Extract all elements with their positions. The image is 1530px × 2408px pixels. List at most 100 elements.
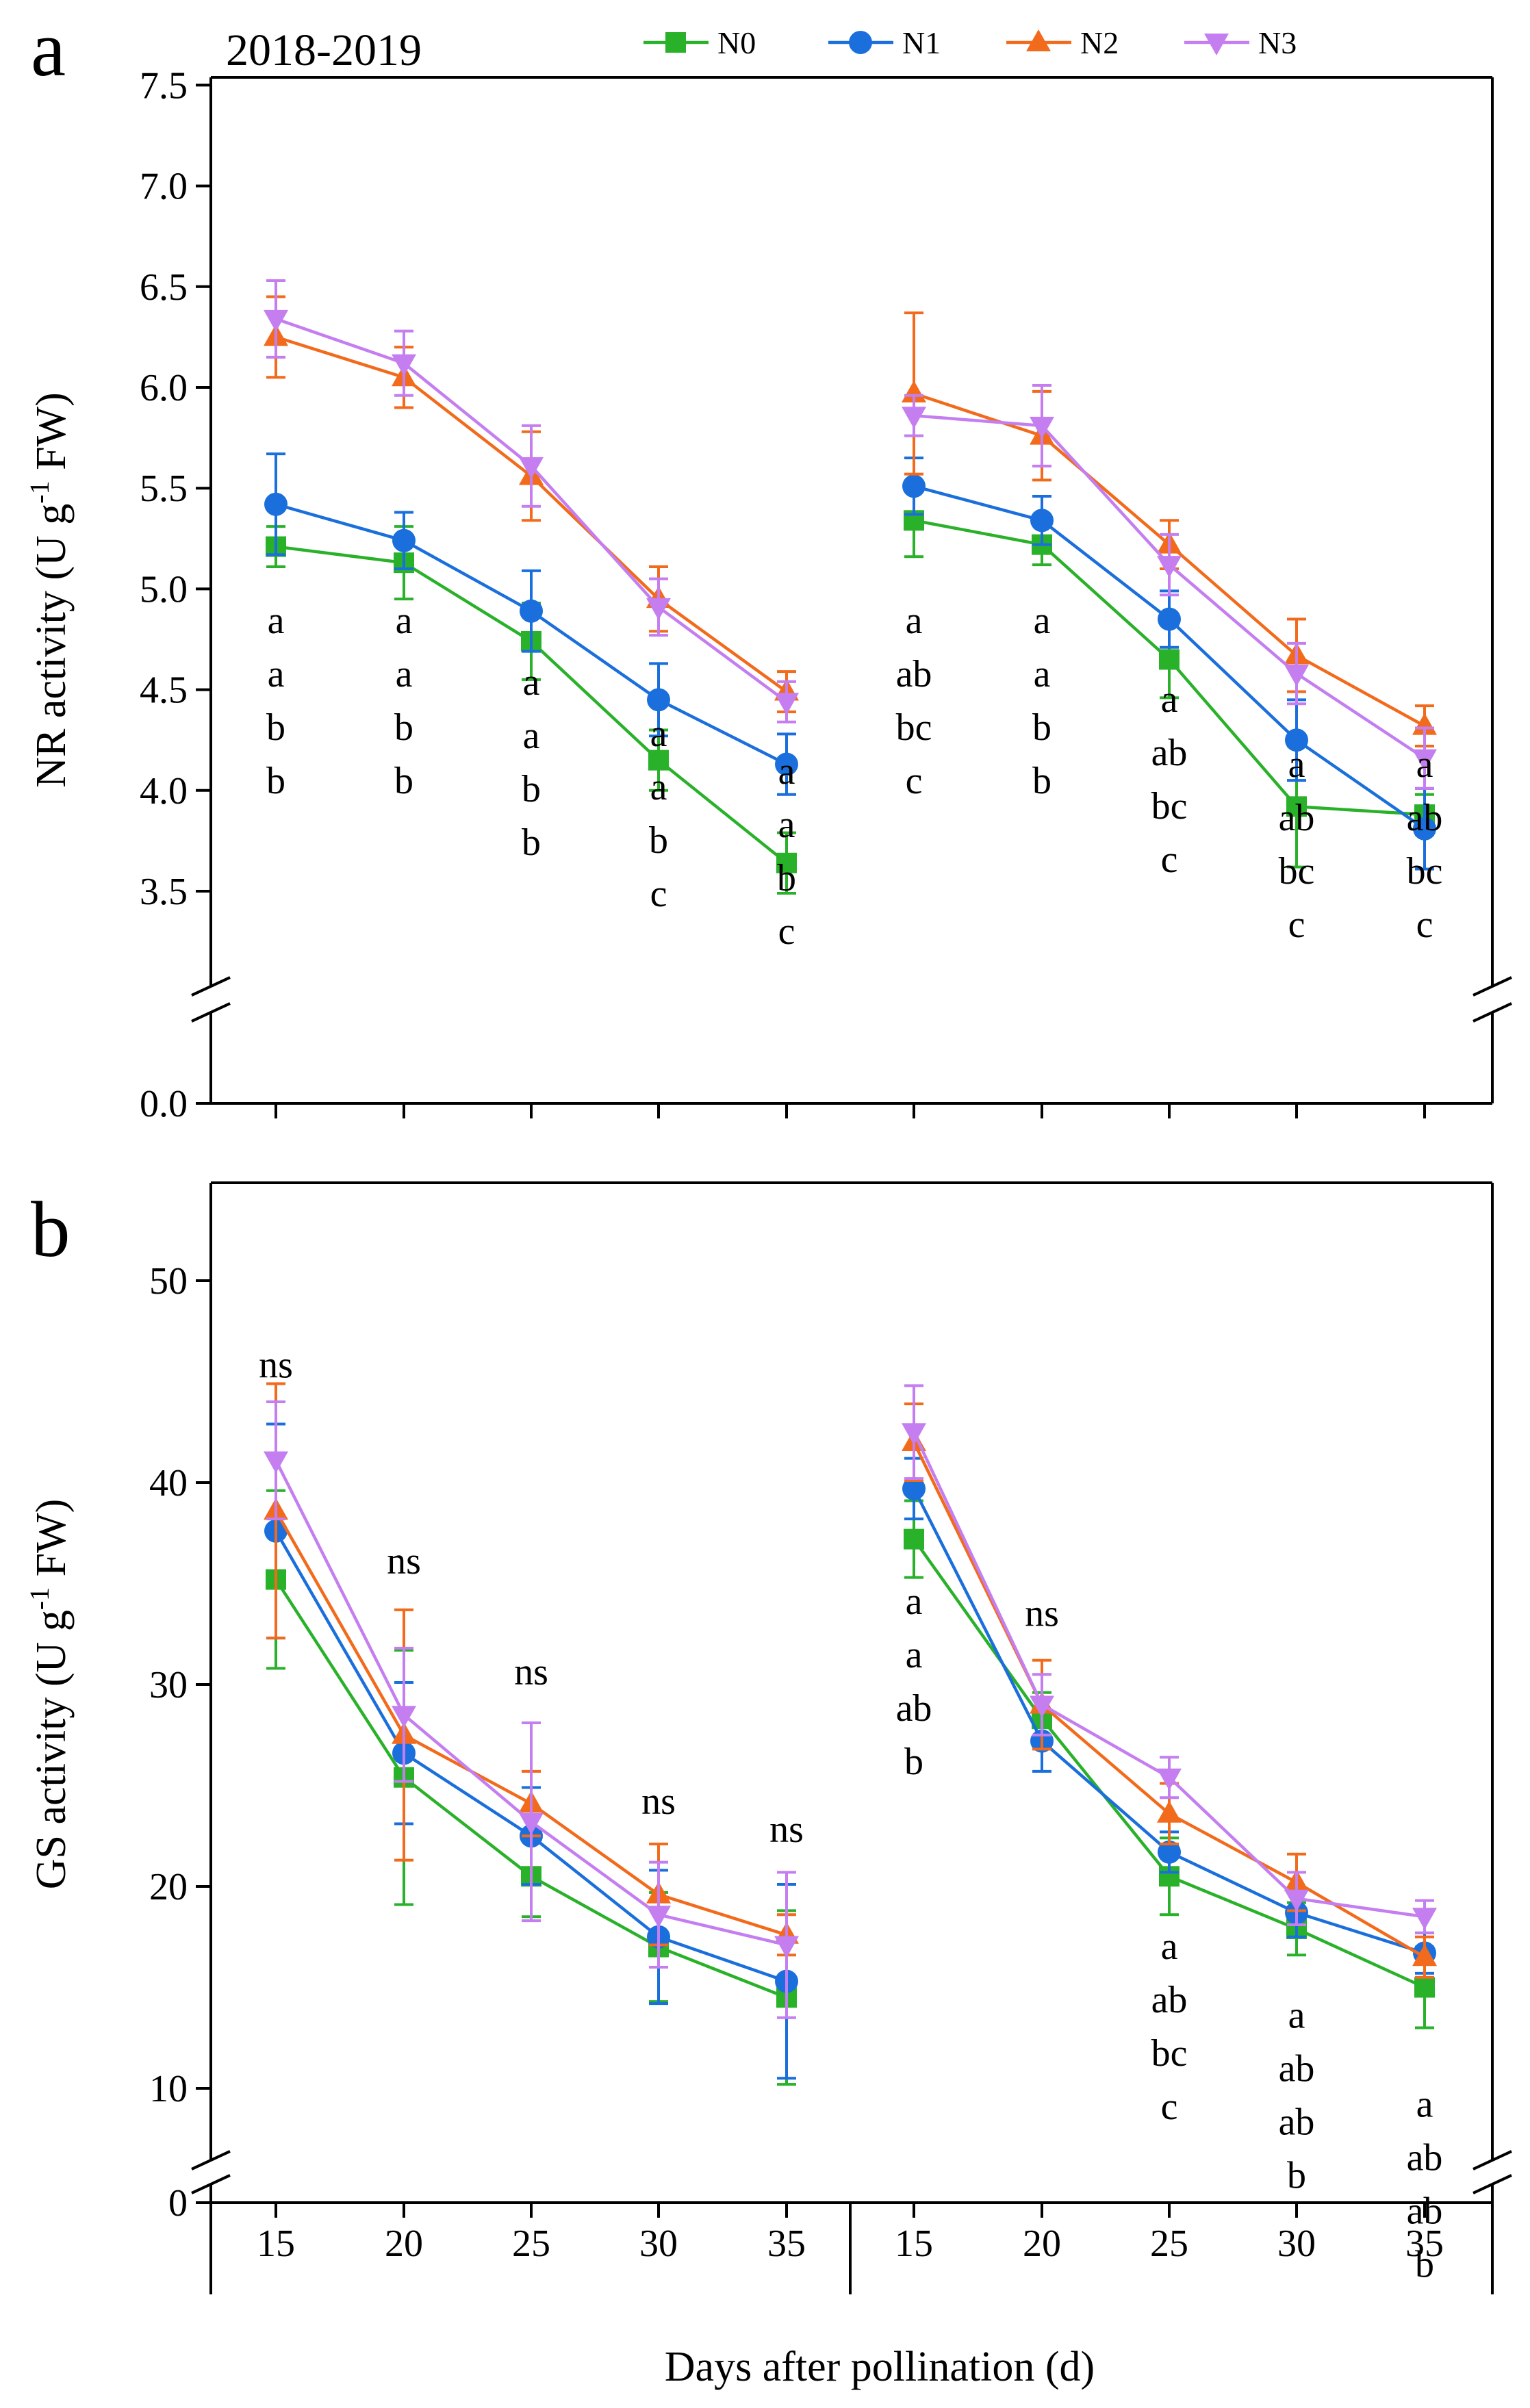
- panel-a-point-N1: [902, 474, 926, 498]
- panel-a-significance-letter: c: [1288, 904, 1305, 946]
- panel-b-point-N2: [1157, 1800, 1182, 1823]
- panel-a-significance-letter: a: [268, 600, 285, 642]
- x-tick-label: 30: [639, 2223, 678, 2265]
- text-layer: 0.0 3.5 4.0 4.5 5.0 5.5 6.0 6.5 7.0 7.5 NR activit…: [24, 5, 1444, 2390]
- panel-a-point-N3: [646, 598, 671, 620]
- panel-a-series-N0: [266, 483, 1435, 895]
- panel-a-significance-letter: a: [1034, 600, 1051, 642]
- panel-a-point-N1: [1285, 728, 1308, 752]
- panel-a-point-N1: [392, 528, 416, 552]
- panel-b-point-N3: [1412, 1908, 1437, 1930]
- panel-b-series-N1: [264, 1422, 1436, 2080]
- x-tick-label: 30: [1277, 2223, 1316, 2265]
- panel-a-y-tick-label: 6.0: [140, 367, 188, 409]
- panel-b-y-title-main: GS activity (U g: [28, 1610, 75, 1889]
- panel-a-point-N3: [1284, 665, 1309, 687]
- panel-a-significance-letter: c: [1416, 904, 1433, 946]
- panel-a-significance-letter: a: [1416, 743, 1433, 786]
- panel-b-significance-letter: a: [1288, 1995, 1305, 2037]
- panel-b-y-title-end: FW): [28, 1499, 75, 1587]
- panel-a-axes: [191, 76, 1512, 1118]
- panel-a-point-N1: [520, 599, 543, 623]
- panel-a-point-N3: [1412, 749, 1437, 771]
- panel-b-significance-letter: ns: [387, 1540, 421, 1583]
- panel-b-significance-letter: ab: [1407, 2190, 1443, 2232]
- panel-b-significance-letter: ns: [641, 1780, 676, 1823]
- panel-b-break-mark: [191, 2150, 231, 2170]
- panel-b-significance-letter: bc: [1151, 2032, 1188, 2075]
- panel-a-significance-letter: a: [1288, 743, 1305, 786]
- panel-b-point-N2: [1412, 1944, 1437, 1967]
- panel-a-significance-letter: a: [1034, 653, 1051, 695]
- legend-label-N0: N0: [717, 25, 756, 60]
- panel-b-series-N0: [266, 1489, 1435, 2086]
- panel-b-significance-letter: b: [904, 1741, 923, 1783]
- panel-a-y-tick-label: 5.0: [140, 568, 188, 611]
- panel-a-point-N1: [264, 492, 288, 516]
- year-label: 2018-2019: [226, 25, 422, 75]
- panel-b-label: b: [31, 1186, 71, 1273]
- x-tick-label: 35: [1405, 2223, 1444, 2265]
- panel-a-significance-letter: b: [266, 706, 285, 749]
- panel-a-significance-letter: a: [906, 600, 923, 642]
- panel-b-y-tick-label: 10: [149, 2068, 188, 2110]
- panel-a-point-N1: [1030, 509, 1054, 533]
- panel-a-point-N3: [392, 354, 416, 376]
- panel-a-significance-letter: ab: [1151, 732, 1188, 774]
- panel-a-significance-letter: b: [1032, 760, 1051, 802]
- panel-a-significance-letter: a: [778, 804, 795, 846]
- panel-b-series-N2: [264, 1382, 1437, 1979]
- panel-b-significance-letter: ab: [896, 1687, 932, 1730]
- panel-b-point-N3: [1030, 1695, 1054, 1718]
- panel-b-significance-letter: b: [1287, 2155, 1306, 2197]
- panel-b-break-mark: [1472, 2150, 1512, 2170]
- panel-a-y-tick-label: 3.5: [140, 871, 188, 913]
- panel-a-y-tick-label: 6.5: [140, 266, 188, 309]
- legend-label-N1: N1: [902, 25, 941, 60]
- legend-marker-N3: [1204, 34, 1229, 55]
- panel-b-point-N1: [1158, 1840, 1181, 1864]
- panel-b-y-tick-label: 20: [149, 1866, 188, 1908]
- panel-a-significance-letter: a: [650, 766, 667, 808]
- panel-a-point-N0: [1286, 796, 1307, 817]
- panel-a-significance-letter: a: [778, 750, 795, 793]
- panel-a-point-N1: [775, 752, 798, 776]
- panel-b-point-N3: [774, 1936, 799, 1958]
- panel-a-point-N0: [648, 750, 669, 771]
- panel-b-point-N3: [902, 1423, 926, 1446]
- panel-a-point-N3: [1030, 416, 1054, 439]
- panel-a-break-mark: [1472, 976, 1512, 997]
- panel-b-data: [264, 1382, 1437, 2086]
- panel-a-point-N3: [264, 309, 288, 332]
- panel-b-point-N1: [902, 1476, 926, 1500]
- panel-a-break-mark: [191, 1002, 231, 1023]
- panel-b-significance-letter: c: [1161, 2086, 1178, 2128]
- panel-b-y-tick-label: 30: [149, 1664, 188, 1706]
- panel-b-y-title-sup: -1: [24, 1587, 55, 1610]
- panel-b-point-N3: [264, 1451, 288, 1474]
- panel-b-text: 0 10 20 30 40 50 GS activity (U g-1 FW) b ns ns ns…: [24, 1186, 1442, 2285]
- panel-b-significance-letter: ab: [1279, 2101, 1315, 2144]
- panel-a-significance-letter: b: [266, 760, 285, 802]
- panel-a-significance-letter: c: [778, 910, 795, 953]
- legend-label-N3: N3: [1258, 25, 1297, 60]
- panel-a-text: 0.0 3.5 4.0 4.5 5.0 5.5 6.0 6.5 7.0 7.5 NR activit…: [24, 5, 1442, 1125]
- panel-a-y-tick-label: 7.0: [140, 166, 188, 208]
- panel-a-significance-letter: a: [650, 713, 667, 755]
- panel-b-break-mark: [191, 2174, 231, 2194]
- panel-a-significance-letter: b: [649, 819, 668, 862]
- panel-b-significance-letter: a: [906, 1580, 923, 1623]
- panel-a-significance-letter: bc: [1279, 850, 1315, 893]
- panel-a-point-N3: [1157, 556, 1182, 578]
- x-tick-label: 20: [385, 2223, 423, 2265]
- panel-b-point-N3: [1284, 1889, 1309, 1912]
- panel-a-break-mark: [1472, 1002, 1512, 1023]
- panel-b-point-N3: [519, 1813, 544, 1835]
- legend-marker-N1: [849, 31, 872, 54]
- panel-a-significance-letter: a: [1161, 678, 1178, 721]
- panel-b-y-axis-title: GS activity (U g-1 FW): [24, 1499, 75, 1890]
- panel-b-significance-letter: ns: [259, 1344, 293, 1387]
- panel-b-y-tick-label: 50: [149, 1260, 188, 1303]
- panel-b-break-mark: [1472, 2174, 1512, 2194]
